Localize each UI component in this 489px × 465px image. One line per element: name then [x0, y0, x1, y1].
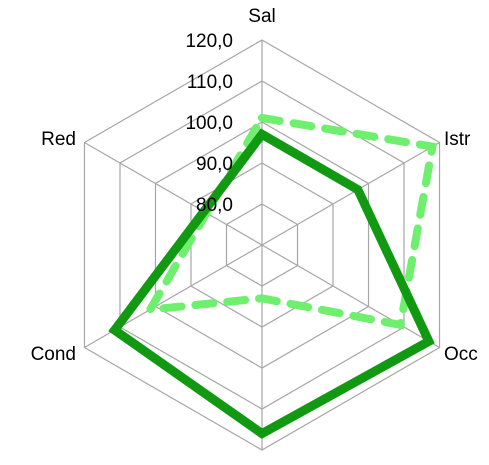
axis-label-red: Red: [41, 129, 76, 150]
axis-label-cond: Cond: [31, 344, 76, 365]
tick-label-100: 100,0: [185, 113, 233, 134]
grid-spoke-5: [84, 141, 263, 246]
series-0-line: [142, 113, 438, 330]
tick-labels: 120,0 110,0 100,0 90,0 80,0: [185, 31, 233, 216]
axis-label-istr: Istr: [444, 129, 471, 150]
tick-label-110: 110,0: [187, 72, 233, 93]
grid-spoke-2: [261, 244, 440, 349]
series-layer: [108, 113, 438, 439]
tick-label-80: 80,0: [196, 195, 233, 216]
tick-label-90: 90,0: [196, 154, 233, 175]
tick-label-120: 120,0: [185, 31, 233, 52]
series-1-line: [108, 128, 435, 439]
axis-label-occ: Occ: [444, 344, 478, 365]
axis-labels: Sal Istr Occ Cond Red: [31, 6, 478, 365]
grid-spoke-1: [261, 141, 440, 246]
axis-label-sal: Sal: [248, 6, 275, 27]
